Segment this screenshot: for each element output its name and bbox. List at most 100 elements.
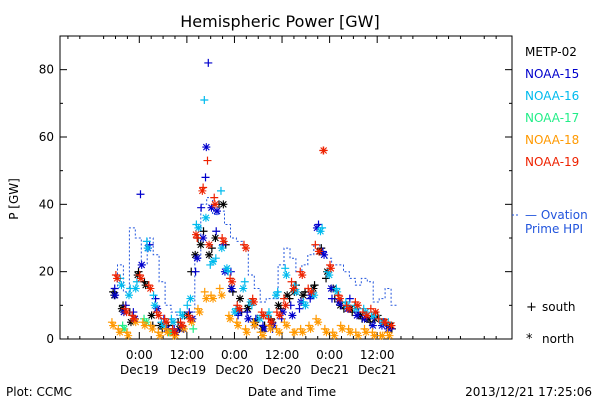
noaa-18-north-point <box>259 331 268 340</box>
noaa-19-south-point <box>210 193 219 202</box>
noaa-18-north-point <box>354 331 363 340</box>
noaa-16-north-point <box>124 291 133 300</box>
noaa-19-north-point <box>136 274 145 283</box>
plot-credit: Plot: CCMC <box>6 385 72 399</box>
noaa-16-north-point <box>201 213 210 222</box>
noaa-16-south-point <box>216 186 225 195</box>
ovation-hpi-path <box>111 197 397 320</box>
noaa-18-north-point <box>338 324 347 333</box>
y-tick-label: 40 <box>39 197 54 211</box>
noaa-18-north-point <box>370 331 379 340</box>
noaa-16-south-point <box>142 237 151 246</box>
metp-02-north-point <box>236 294 245 303</box>
noaa-19-north-point <box>122 308 131 317</box>
noaa-15-south-point <box>345 294 354 303</box>
legend-marker-symbol: * <box>526 332 533 347</box>
noaa-18-north-point <box>234 321 243 330</box>
noaa-19-north-point <box>345 304 354 313</box>
noaa-19-north-point <box>186 314 195 323</box>
noaa-19-north-point <box>307 287 316 296</box>
noaa-18-south-point <box>320 324 329 333</box>
noaa-18-south-point <box>200 287 209 296</box>
noaa-19-north-point <box>380 318 389 327</box>
plot-frame <box>59 35 513 340</box>
noaa-15-south-point <box>136 190 145 199</box>
x-tick-date-label: Dec21 <box>310 363 349 377</box>
noaa-19-south-point <box>366 304 375 313</box>
x-tick-date-label: Dec19 <box>168 363 207 377</box>
y-tick-label: 80 <box>39 63 54 77</box>
noaa-18-north-point <box>322 328 331 337</box>
noaa-19-north-point <box>259 311 268 320</box>
noaa-16-south-point <box>200 95 209 104</box>
y-axis-label: P [GW] <box>7 178 21 220</box>
noaa-16-north-point <box>239 284 248 293</box>
noaa-19-south-point <box>203 156 212 165</box>
noaa-19-north-point <box>154 311 163 320</box>
noaa-15-north-point <box>213 207 222 216</box>
noaa-18-south-point <box>304 321 313 330</box>
noaa-15-north-point <box>244 314 253 323</box>
noaa-15-north-point <box>368 321 377 330</box>
noaa-18-south-point <box>114 324 123 333</box>
noaa-19-north-point <box>228 277 237 286</box>
noaa-16-north-point <box>143 244 152 253</box>
x-tick-time-label: 0:00 <box>316 348 343 362</box>
noaa-19-north-point <box>298 271 307 280</box>
noaa-18-north-point <box>195 308 204 317</box>
x-tick-time-label: 0:00 <box>126 348 153 362</box>
y-tick-label: 0 <box>46 332 54 346</box>
noaa-16-north-point <box>169 318 177 327</box>
noaa-16-north-point <box>292 287 301 296</box>
noaa-15-south-point <box>204 58 213 67</box>
noaa-18-north-point <box>298 328 307 337</box>
x-tick-date-label: Dec19 <box>120 363 159 377</box>
metp-02-north-point <box>309 284 318 293</box>
noaa-18-north-point <box>266 324 275 333</box>
metp-02-north-point <box>211 234 220 242</box>
noaa-19-south-point <box>176 318 185 327</box>
noaa-19-north-point <box>335 294 344 303</box>
noaa-16-north-point <box>230 308 239 317</box>
noaa-19-south-point <box>280 294 289 303</box>
metp-02-north-point <box>191 250 200 259</box>
noaa-16-north-point <box>282 271 291 280</box>
noaa-19-south-point <box>218 234 227 242</box>
noaa-19-north-point <box>241 244 250 253</box>
noaa-18-north-point <box>330 331 339 340</box>
noaa-15-north-point <box>312 223 321 232</box>
noaa-16-north-point <box>209 257 218 266</box>
noaa-15-north-point <box>360 314 369 323</box>
legend-marker-label: north <box>542 332 574 346</box>
noaa-15-north-point <box>193 254 202 263</box>
noaa-18-south-point <box>336 321 345 330</box>
noaa-16-south-point <box>281 264 290 273</box>
noaa-15-south-point <box>243 308 252 317</box>
noaa-18-north-point <box>140 321 149 330</box>
noaa-19-north-point <box>211 200 220 209</box>
noaa-15-north-point <box>377 321 386 330</box>
ovation-hpi-line <box>111 197 397 320</box>
noaa-15-north-point <box>227 284 236 293</box>
noaa-16-north-point <box>263 311 272 320</box>
noaa-18-north-point <box>346 328 355 337</box>
noaa-15-north-point <box>111 291 120 300</box>
metp-02-north-point <box>299 291 308 300</box>
legend-ovation-label: Prime HPI <box>525 222 583 236</box>
noaa-18-north-point <box>217 291 226 300</box>
x-tick-time-label: 0:00 <box>221 348 248 362</box>
noaa-18-north-point <box>275 328 284 337</box>
noaa-16-north-point <box>117 281 126 290</box>
noaa-18-north-point <box>180 324 189 333</box>
y-tick-label: 20 <box>39 265 54 279</box>
noaa-18-south-point <box>360 324 369 333</box>
noaa-18-south-point <box>312 314 321 323</box>
noaa-15-north-point <box>137 260 146 269</box>
noaa-15-north-point <box>320 250 329 259</box>
axes: 0204060800:00Dec1912:00Dec190:00Dec2012:… <box>39 35 513 377</box>
metp-02-north-point <box>219 200 228 209</box>
noaa-19-south-point <box>168 324 177 333</box>
plot-timestamp: 2013/12/21 17:25:06 <box>465 385 592 399</box>
noaa-18-south-point <box>215 284 224 293</box>
